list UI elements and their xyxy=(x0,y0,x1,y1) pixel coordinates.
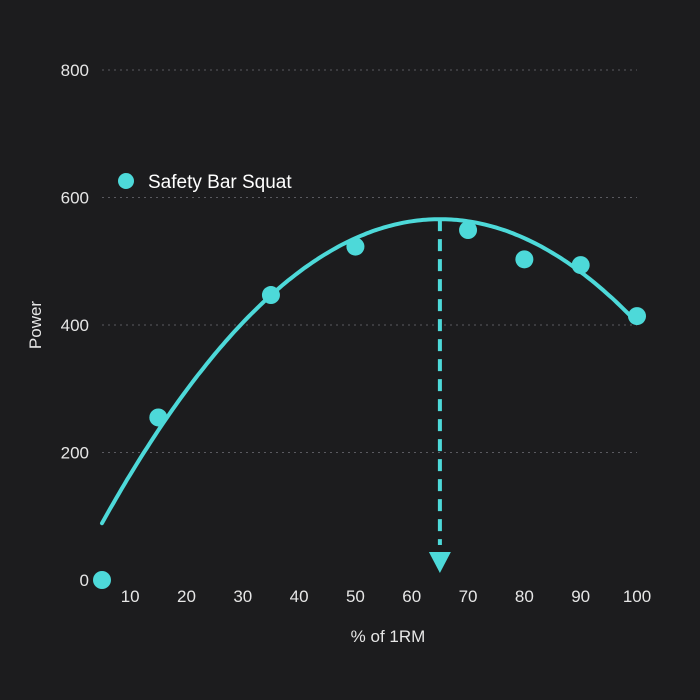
data-point xyxy=(149,408,168,427)
y-tick-label-800: 800 xyxy=(61,61,89,80)
x-tick-label-30: 30 xyxy=(233,587,252,606)
fit-curve xyxy=(100,217,639,526)
x-tick-label-10: 10 xyxy=(121,587,140,606)
x-axis-title: % of 1RM xyxy=(351,627,426,646)
data-point xyxy=(261,286,280,305)
legend-label: Safety Bar Squat xyxy=(148,172,292,193)
data-point xyxy=(628,307,646,326)
fit-curve-group xyxy=(100,217,639,526)
legend-marker xyxy=(118,173,134,189)
optimum-marker-group xyxy=(428,219,451,573)
y-tick-label-0: 0 xyxy=(80,571,89,590)
data-point xyxy=(346,237,365,256)
x-tick-label-50: 50 xyxy=(346,587,365,606)
x-tick-label-70: 70 xyxy=(459,587,478,606)
data-point xyxy=(93,571,111,589)
x-tick-label-60: 60 xyxy=(402,587,421,606)
y-tick-label-200: 200 xyxy=(61,444,89,463)
x-tick-labels: 10 20 30 40 50 60 70 80 90 100 xyxy=(121,587,651,606)
data-point xyxy=(515,250,534,269)
y-axis-title: Power xyxy=(26,301,45,350)
scatter-points xyxy=(93,221,646,589)
x-tick-label-90: 90 xyxy=(571,587,590,606)
optimum-arrow-icon xyxy=(428,552,451,573)
y-tick-label-600: 600 xyxy=(61,189,89,208)
y-tick-labels: 0 200 400 600 800 xyxy=(61,61,89,590)
x-tick-label-40: 40 xyxy=(290,587,309,606)
grid-lines xyxy=(102,69,637,453)
x-tick-label-80: 80 xyxy=(515,587,534,606)
x-tick-label-20: 20 xyxy=(177,587,196,606)
data-point xyxy=(459,221,478,240)
data-point xyxy=(571,256,590,275)
x-tick-label-100: 100 xyxy=(623,587,651,606)
legend: Safety Bar Squat xyxy=(118,172,292,193)
y-tick-label-400: 400 xyxy=(61,316,89,335)
